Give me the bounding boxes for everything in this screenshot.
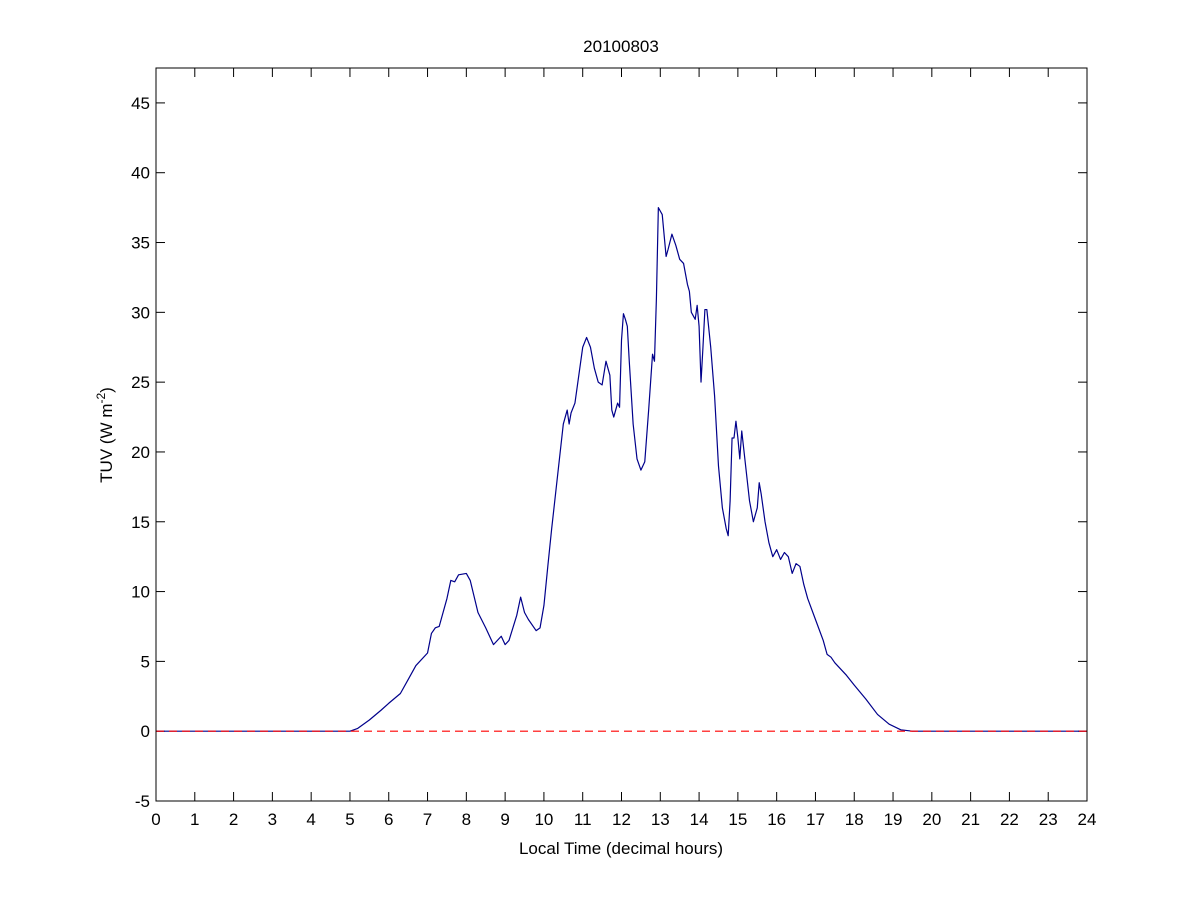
x-tick-label: 11 — [574, 810, 592, 829]
y-tick-label: 25 — [131, 373, 150, 392]
y-tick-label: 10 — [131, 583, 150, 602]
x-tick-label: 4 — [306, 810, 315, 829]
y-tick-label: 20 — [131, 443, 150, 462]
x-tick-label: 5 — [345, 810, 354, 829]
x-tick-label: 2 — [229, 810, 238, 829]
x-tick-label: 0 — [151, 810, 160, 829]
x-tick-label: 14 — [690, 810, 709, 829]
x-tick-label: 10 — [534, 810, 553, 829]
x-tick-label: 15 — [728, 810, 747, 829]
y-tick-label: 5 — [141, 652, 150, 671]
x-axis-label: Local Time (decimal hours) — [519, 839, 723, 858]
x-tick-label: 7 — [423, 810, 432, 829]
x-tick-label: 19 — [884, 810, 903, 829]
y-tick-label: 15 — [131, 513, 150, 532]
x-tick-label: 6 — [384, 810, 393, 829]
x-tick-label: 8 — [462, 810, 471, 829]
y-tick-label: 30 — [131, 303, 150, 322]
x-tick-label: 18 — [845, 810, 864, 829]
x-tick-label: 9 — [500, 810, 509, 829]
y-tick-label: 35 — [131, 234, 150, 253]
x-tick-label: 17 — [806, 810, 825, 829]
x-tick-label: 1 — [190, 810, 199, 829]
x-tick-label: 23 — [1039, 810, 1058, 829]
x-tick-label: 22 — [1000, 810, 1019, 829]
chart-title: 20100803 — [583, 37, 659, 56]
y-tick-label: 0 — [141, 722, 150, 741]
x-tick-label: 3 — [268, 810, 277, 829]
x-tick-label: 12 — [612, 810, 631, 829]
x-tick-label: 24 — [1078, 810, 1097, 829]
data-line — [156, 207, 1087, 732]
x-tick-label: 20 — [922, 810, 941, 829]
y-axis-label-superscript: -2 — [94, 393, 108, 404]
y-tick-label: 45 — [131, 94, 150, 113]
y-tick-label: 40 — [131, 164, 150, 183]
y-axis-label: TUV (W m-2) — [94, 387, 116, 483]
x-tick-label: 16 — [767, 810, 786, 829]
plot-frame — [155, 67, 1088, 802]
x-tick-label: 21 — [961, 810, 980, 829]
y-tick-label: -5 — [135, 792, 150, 811]
y-axis-label-base: TUV (W m — [97, 404, 116, 483]
x-tick-label: 13 — [651, 810, 670, 829]
y-axis-label-suffix: ) — [97, 387, 116, 393]
